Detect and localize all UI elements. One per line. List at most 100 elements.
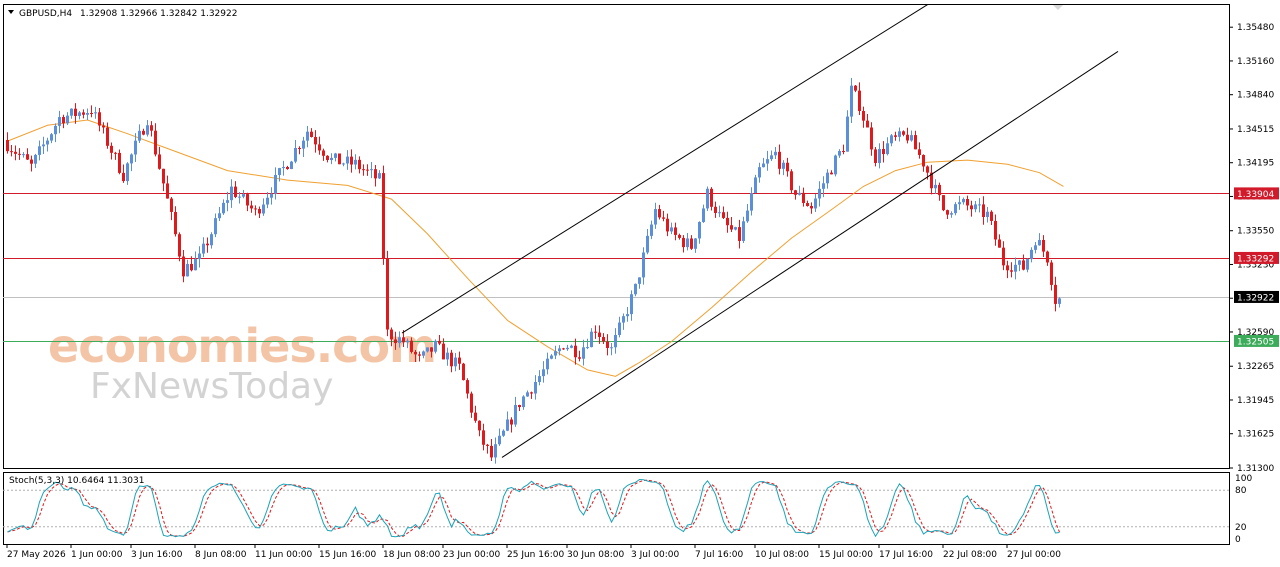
candle-body	[802, 192, 805, 204]
candle-body	[322, 150, 325, 156]
y-tick-label: 1.34195	[1237, 159, 1274, 169]
scroll-marker-icon	[1053, 5, 1063, 10]
candle-body	[206, 243, 209, 246]
moving-average	[7, 119, 1064, 377]
candle-body	[290, 161, 293, 170]
candle-body	[234, 186, 237, 198]
y-tick-label: 1.33230	[1237, 260, 1274, 270]
candle-body	[34, 154, 37, 164]
candle-body	[770, 155, 773, 160]
candle-body	[246, 194, 249, 206]
candle-body	[66, 115, 69, 124]
stoch-main-line	[7, 478, 1060, 538]
candle-body	[454, 357, 457, 367]
candle-body	[682, 237, 685, 248]
x-tick-label: 22 Jul 08:00	[943, 550, 997, 560]
candle-body	[318, 144, 321, 151]
candle-body	[730, 225, 733, 230]
candle-body	[1010, 270, 1013, 272]
candle-body	[150, 125, 153, 131]
symbol-label: GBPUSD,H4	[19, 9, 72, 19]
candle-body	[754, 177, 757, 194]
candle-body	[498, 435, 501, 445]
candle-body	[54, 125, 57, 135]
candle-body	[726, 217, 729, 226]
x-tick-label: 11 Jun 00:00	[255, 550, 312, 560]
candle-body	[22, 154, 25, 156]
chart-header: GBPUSD,H4 1.32908 1.32966 1.32842 1.3292…	[8, 9, 237, 19]
candle-body	[154, 130, 157, 155]
candle-body	[622, 316, 625, 323]
candle-body	[26, 154, 29, 160]
candle-body	[438, 340, 441, 344]
candle-body	[734, 227, 737, 230]
candle-body	[126, 163, 129, 182]
candle-body	[238, 196, 241, 198]
candle-body	[50, 134, 53, 141]
candle-body	[374, 169, 377, 179]
candle-body	[406, 340, 409, 343]
candle-body	[430, 347, 433, 352]
candle-body	[434, 340, 437, 352]
candle-body	[970, 205, 973, 210]
candle-body	[174, 211, 177, 235]
candle-body	[294, 147, 297, 162]
candle-body	[94, 112, 97, 114]
candle-body	[82, 112, 85, 115]
candle-body	[74, 108, 77, 116]
y-tick-label: 1.31625	[1237, 430, 1274, 440]
candle-body	[190, 263, 193, 271]
candle-body	[670, 227, 673, 232]
candle-body	[822, 183, 825, 189]
candle-body	[502, 430, 505, 436]
channel-line[interactable]	[501, 51, 1119, 458]
candle-body	[814, 198, 817, 209]
dropdown-triangle-icon[interactable]	[8, 10, 14, 14]
candle-body	[614, 334, 617, 348]
candle-body	[14, 151, 17, 154]
y-tick-label: 1.32265	[1237, 362, 1274, 372]
candle-body	[262, 204, 265, 214]
candle-body	[806, 203, 809, 207]
x-tick-label: 17 Jul 16:00	[879, 550, 933, 560]
candle-body	[934, 184, 937, 189]
candle-body	[706, 188, 709, 209]
candle-body	[962, 199, 965, 203]
candle-body	[286, 167, 289, 170]
candle-body	[350, 156, 353, 165]
candle-body	[810, 206, 813, 209]
candle-body	[650, 224, 653, 236]
candle-body	[250, 205, 253, 209]
candle-body	[518, 404, 521, 408]
main-plot-frame	[3, 4, 1230, 469]
candle-body	[642, 252, 645, 278]
candle-body	[638, 277, 641, 284]
stoch-tick-label: 0	[1235, 535, 1241, 545]
candle-body	[618, 322, 621, 335]
candle-body	[398, 337, 401, 344]
candle-body	[442, 343, 445, 360]
x-tick-label: 18 Jun 08:00	[383, 550, 440, 560]
level-tag	[1234, 251, 1279, 264]
candle-body	[562, 348, 565, 350]
candle-body	[1006, 265, 1009, 271]
candle-body	[362, 169, 365, 171]
candle-body	[974, 204, 977, 210]
time-axis: 27 May 2026 1 Jun 00:00 3 Jun 16:00 8 Jun 0…	[6, 544, 1061, 560]
candle-body	[882, 148, 885, 155]
candle-body	[70, 108, 73, 116]
candle-body	[978, 204, 981, 206]
candle-body	[906, 134, 909, 141]
candle-body	[570, 345, 573, 348]
candle-body	[598, 332, 601, 337]
candle-body	[834, 155, 837, 175]
candle-body	[1058, 298, 1061, 304]
candle-body	[718, 212, 721, 214]
candle-body	[1014, 264, 1017, 272]
candle-body	[1018, 260, 1021, 265]
x-tick-label: 23 Jun 00:00	[443, 550, 500, 560]
channel-line[interactable]	[401, 0, 942, 334]
candle-body	[342, 163, 345, 165]
candle-body	[826, 172, 829, 184]
candle-body	[954, 204, 957, 214]
